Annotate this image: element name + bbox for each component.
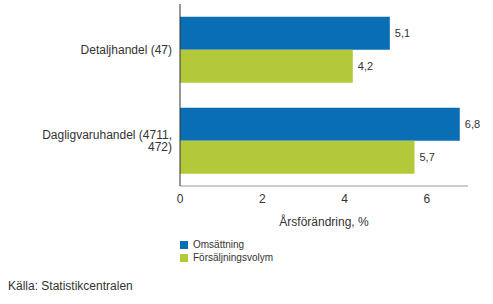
svg-text:Dagligvaruhandel (4711,472): Dagligvaruhandel (4711,472) (42, 128, 172, 154)
html-text:Källa: Statistikcentralen: Källa: Statistikcentralen (8, 279, 133, 293)
svg-text:Årsförändring, %: Årsförändring, % (279, 214, 369, 229)
svg-text:4,2: 4,2 (358, 60, 373, 72)
svg-text:Detaljhandel (47): Detaljhandel (47) (81, 43, 172, 57)
svg-text:5,7: 5,7 (420, 151, 435, 163)
html-text:Omsättning: Omsättning (193, 239, 245, 250)
svg-text:2: 2 (259, 192, 266, 206)
svg-text:6: 6 (424, 192, 431, 206)
svg-text:6,8: 6,8 (465, 118, 480, 130)
html-text:Försäljningsvolym: Försäljningsvolym (193, 252, 273, 263)
svg-text:4: 4 (341, 192, 348, 206)
svg-text:0: 0 (177, 192, 184, 206)
svg-text:5,1: 5,1 (395, 27, 410, 39)
